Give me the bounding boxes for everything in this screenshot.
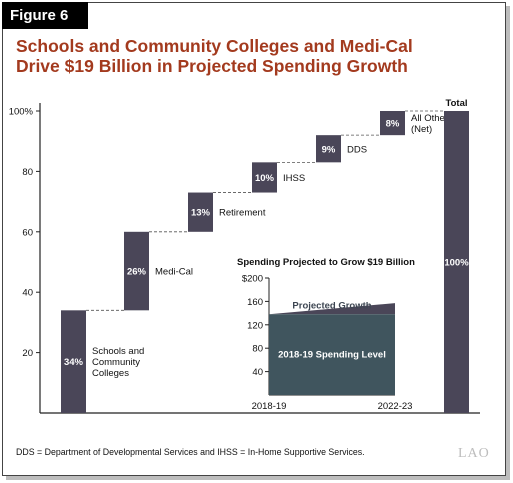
inset-x-label: 2022-23 (378, 401, 413, 412)
inset-y-tick-label: 120 (247, 320, 263, 331)
waterfall-bar (188, 192, 213, 232)
inset-series-label: Projected Growth (292, 300, 371, 311)
category-label: Schools and (92, 346, 144, 357)
inset-series-label: 2018-19 Spending Level (278, 350, 386, 361)
bar-value-label: 26% (127, 267, 147, 278)
inset-x-label: 2018-19 (252, 401, 287, 412)
y-tick-label: 100% (9, 107, 34, 118)
inset-y-tick-label: 40 (252, 367, 263, 378)
y-tick-label: 80 (22, 167, 33, 178)
bar-value-label: 9% (322, 144, 336, 155)
waterfall-bar (252, 162, 277, 193)
inset-y-tick-label: 160 (247, 297, 263, 308)
waterfall-bar (124, 231, 149, 311)
inset-base-area (269, 314, 395, 395)
category-label: Medi-Cal (155, 267, 193, 278)
y-tick-label: 20 (22, 348, 33, 359)
category-label: Colleges (92, 368, 129, 379)
waterfall-bar (316, 135, 341, 163)
waterfall-bar (444, 111, 469, 413)
category-label: (Net) (411, 124, 432, 135)
bar-value-label: 34% (64, 357, 84, 368)
bar-value-label: 13% (191, 208, 211, 219)
waterfall-bar (380, 111, 405, 136)
inset-y-tick-label: 80 (252, 344, 263, 355)
bar-value-label: 10% (255, 173, 275, 184)
chart-title: Schools and Community Colleges and Medi-… (16, 36, 413, 76)
title-line-2: Drive $19 Billion in Projected Spending … (16, 56, 408, 76)
category-label: Retirement (219, 208, 266, 219)
y-tick-label: 40 (22, 288, 33, 299)
category-label: Total (446, 98, 468, 109)
bar-value-label: 8% (386, 119, 400, 130)
figure-label: Figure 6 (2, 2, 88, 29)
footnote: DDS = Department of Developmental Servic… (16, 447, 365, 457)
category-label: DDS (347, 144, 367, 155)
lao-logo: LAO (458, 446, 490, 461)
y-tick-label: 60 (22, 227, 33, 238)
bar-value-label: 100% (444, 258, 469, 269)
category-label: IHSS (283, 173, 305, 184)
inset-growth-area (269, 303, 395, 315)
title-line-1: Schools and Community Colleges and Medi-… (16, 36, 413, 56)
category-label: Community (92, 357, 140, 368)
waterfall-bar (61, 310, 86, 413)
category-label: All Other (411, 113, 448, 124)
inset-y-tick-label: $200 (242, 274, 263, 285)
inset-title: Spending Projected to Grow $19 Billion (237, 257, 415, 268)
